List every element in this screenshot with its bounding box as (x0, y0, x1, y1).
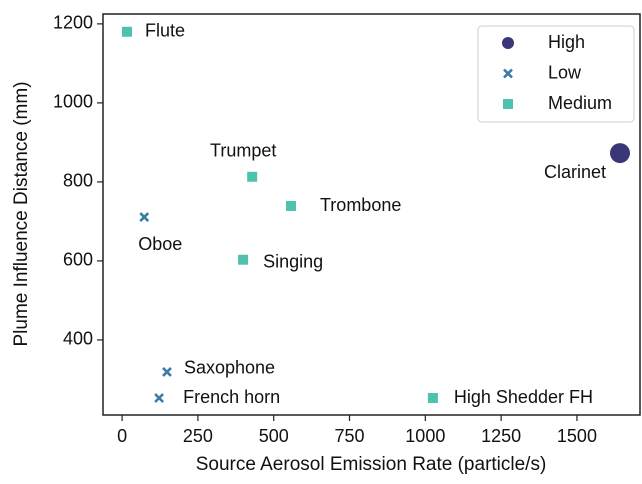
data-point (139, 212, 150, 222)
y-tick-label: 400 (63, 329, 93, 349)
x-tick-label: 500 (259, 426, 289, 446)
point-label: French horn (183, 387, 280, 407)
y-tick-label: 600 (63, 250, 93, 270)
x-tick-label: 250 (183, 426, 213, 446)
data-point (285, 201, 296, 212)
point-label: Saxophone (184, 358, 275, 378)
data-point (238, 254, 249, 265)
legend-marker (502, 37, 514, 49)
data-point (609, 143, 630, 164)
data-point (427, 393, 438, 404)
legend-marker (503, 99, 513, 109)
legend-marker (503, 68, 513, 79)
x-axis-title: Source Aerosol Emission Rate (particle/s… (196, 454, 547, 475)
x-tick-label: 1000 (405, 426, 445, 446)
point-label: High Shedder FH (454, 387, 593, 407)
y-tick-label: 1000 (53, 92, 93, 112)
x-tick-label: 0 (117, 426, 127, 446)
y-axis-title: Plume Influence Distance (mm) (11, 81, 32, 346)
point-label: Trumpet (210, 141, 276, 161)
x-tick-label: 1500 (557, 426, 597, 446)
legend-box (477, 25, 635, 123)
data-point (247, 171, 258, 182)
x-tick-label: 750 (334, 426, 364, 446)
data-point (121, 26, 132, 37)
point-label: Oboe (138, 234, 182, 254)
point-label: Singing (263, 251, 323, 271)
point-label: Trombone (320, 195, 401, 215)
point-label: Flute (145, 21, 185, 41)
point-label: Clarinet (544, 162, 606, 182)
legend-label: Medium (548, 93, 612, 113)
legend-label: Low (548, 62, 582, 82)
y-tick-label: 1200 (53, 13, 93, 33)
data-point (154, 393, 165, 403)
legend-label: High (548, 32, 585, 52)
plot-frame (102, 13, 641, 416)
y-tick-label: 800 (63, 171, 93, 191)
data-point (162, 367, 172, 377)
x-tick-label: 1250 (481, 426, 521, 446)
